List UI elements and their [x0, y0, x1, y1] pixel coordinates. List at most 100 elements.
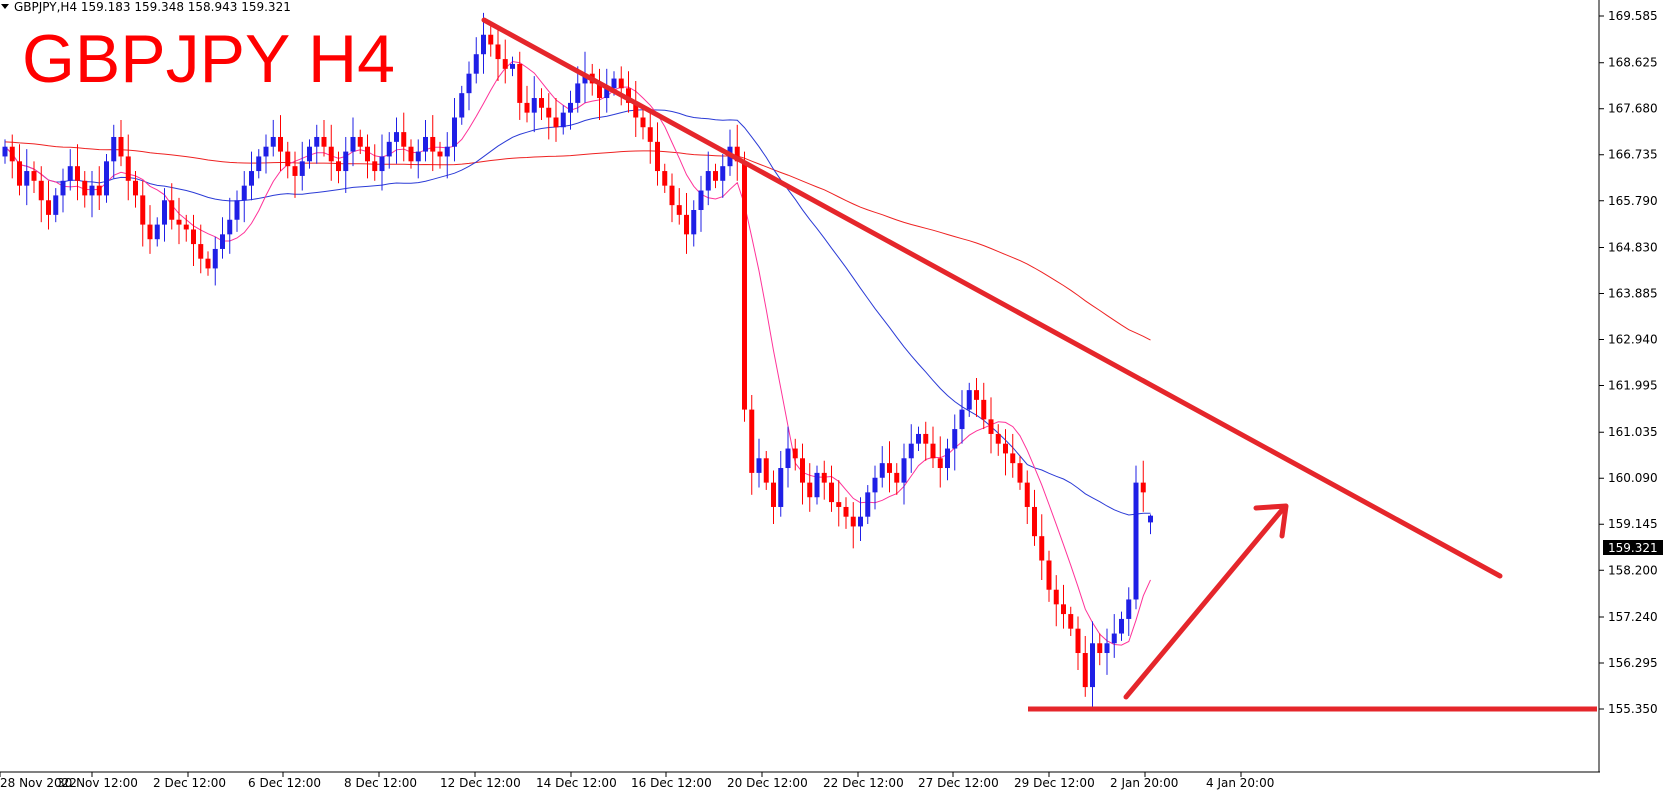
candle-body — [937, 458, 943, 469]
bear-candle — [1032, 489, 1037, 546]
bear-candle — [336, 151, 341, 184]
bull-candle — [220, 217, 225, 259]
ma-slow-line — [4, 141, 1151, 341]
candle-body — [1119, 618, 1124, 634]
price-tick-label: 164.830 — [1608, 240, 1658, 254]
candle-body — [901, 458, 907, 483]
bull-candle — [916, 426, 921, 451]
candle-body — [858, 516, 863, 527]
candle-body — [778, 468, 784, 507]
candle-body — [292, 166, 298, 176]
candle-body — [887, 463, 892, 473]
price-tick-label: 160.090 — [1608, 471, 1658, 485]
bull-candle — [386, 132, 392, 169]
bull-candle — [67, 149, 73, 191]
candle-body — [96, 185, 102, 196]
candle-body — [270, 136, 276, 147]
candle-body — [553, 117, 559, 128]
bear-candle — [9, 134, 15, 179]
bull-candle — [720, 154, 726, 198]
candle-body — [2, 146, 8, 157]
bull-candle — [858, 497, 863, 542]
candle-body — [111, 136, 117, 162]
candle-body — [872, 477, 878, 493]
candle-body — [930, 443, 936, 459]
candle-body — [546, 107, 552, 118]
candle-body — [466, 73, 472, 94]
candle-body — [118, 136, 124, 157]
price-tick-label: 167.680 — [1608, 102, 1658, 116]
price-tick-label: 168.625 — [1608, 56, 1658, 70]
candle-body — [46, 200, 51, 215]
bull-candle — [959, 390, 965, 444]
candle-body — [205, 258, 211, 269]
bull-candle — [2, 139, 8, 164]
price-tick-label: 156.295 — [1608, 656, 1658, 670]
descending-trendline[interactable] — [481, 17, 1503, 579]
candle-body — [640, 117, 646, 128]
candle-body — [894, 472, 900, 483]
bear-candle — [894, 463, 900, 495]
candle-body — [1046, 560, 1052, 590]
bull-candle — [53, 188, 59, 223]
bull-candle — [1148, 514, 1153, 535]
bear-candle — [974, 377, 979, 417]
bull-candle — [560, 105, 566, 135]
candle-body — [807, 482, 813, 498]
bull-candle — [104, 154, 109, 203]
candle-body — [154, 224, 160, 240]
bear-candle — [495, 29, 501, 81]
bear-candle — [285, 141, 291, 179]
candle-body — [720, 166, 726, 181]
bear-candle — [292, 151, 298, 198]
candle-body — [843, 506, 849, 517]
candle-body — [147, 224, 153, 240]
candle-body — [502, 59, 508, 69]
candle-body — [488, 34, 494, 45]
candle-body — [626, 88, 631, 103]
candle-body — [800, 458, 805, 483]
bear-candle — [749, 394, 755, 495]
candle-body — [865, 492, 871, 517]
bear-candle — [365, 134, 370, 179]
bull-candle — [481, 12, 486, 74]
overlay-title: GBPJPY H4 — [22, 21, 395, 97]
candle-body — [256, 156, 262, 172]
time-tick-label: 16 Dec 12:00 — [631, 776, 712, 790]
bull-candle — [154, 217, 160, 247]
candlestick-series — [2, 12, 1153, 707]
bear-candle — [96, 166, 102, 211]
price-tick-label: 161.035 — [1608, 425, 1658, 439]
price-axis[interactable]: 169.585 168.625 167.680 166.735 165.790 164.8… — [1599, 9, 1658, 716]
candle-body — [684, 214, 689, 235]
bear-candle — [1140, 460, 1146, 512]
candle-body — [133, 180, 138, 196]
bull-candle — [908, 424, 914, 473]
candle-body — [459, 93, 465, 118]
collapse-triangle-icon[interactable] — [1, 4, 9, 9]
candle-body — [1068, 614, 1074, 629]
candle-body — [183, 224, 189, 230]
bear-candle — [647, 112, 653, 164]
bear-candle — [17, 144, 22, 196]
bear-candle — [205, 251, 211, 276]
bear-candle — [843, 497, 849, 529]
bull-candle — [879, 446, 885, 488]
bull-candle — [531, 76, 537, 133]
candle-body — [9, 146, 15, 162]
bull-candle — [241, 171, 247, 223]
price-tick-label: 158.200 — [1608, 563, 1658, 577]
time-tick-label: 28 Nov 2022 — [0, 776, 77, 790]
candle-body — [60, 180, 66, 196]
candle-body — [321, 136, 327, 147]
time-tick-label: 22 Dec 12:00 — [823, 776, 904, 790]
candle-body — [879, 463, 885, 478]
time-tick-label: 27 Dec 12:00 — [918, 776, 999, 790]
bear-candle — [655, 122, 660, 186]
bear-candle — [125, 134, 131, 201]
candle-body — [444, 146, 450, 157]
candle-body — [945, 448, 950, 469]
candle-body — [75, 166, 80, 181]
